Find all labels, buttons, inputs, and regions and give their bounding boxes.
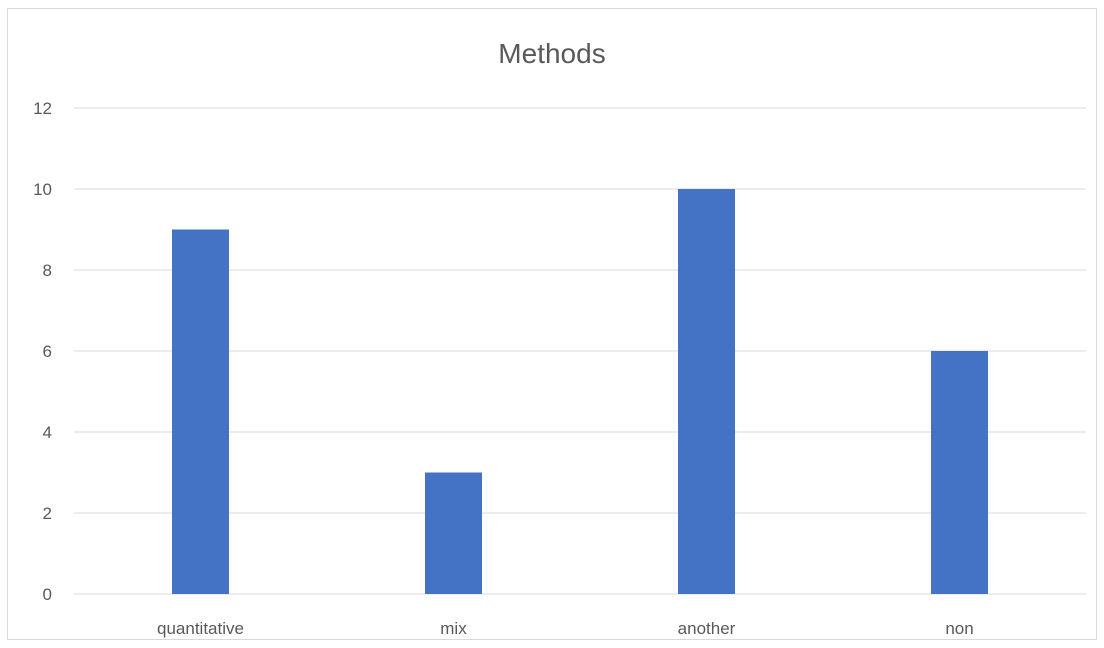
y-tick-label: 12 [33,99,52,118]
x-tick-label: non [945,619,973,638]
y-tick-label: 10 [33,180,52,199]
y-tick-label: 6 [43,342,52,361]
y-tick-label: 4 [43,423,52,442]
bar-mix [425,472,482,594]
y-tick-label: 0 [43,585,52,604]
y-tick-label: 8 [43,261,52,280]
gridlines [74,107,1086,595]
bars [172,189,988,594]
x-tick-label: another [678,619,736,638]
x-tick-label: mix [440,619,467,638]
y-axis-tick-labels: 0 2 4 6 8 10 12 [33,99,52,604]
x-axis-tick-labels: quantitative mix another non [157,619,974,638]
bar-non [931,351,988,594]
bar-another [678,189,735,594]
x-tick-label: quantitative [157,619,244,638]
bar-quantitative [172,229,229,594]
y-tick-label: 2 [43,504,52,523]
chart-title: Methods [498,38,605,69]
